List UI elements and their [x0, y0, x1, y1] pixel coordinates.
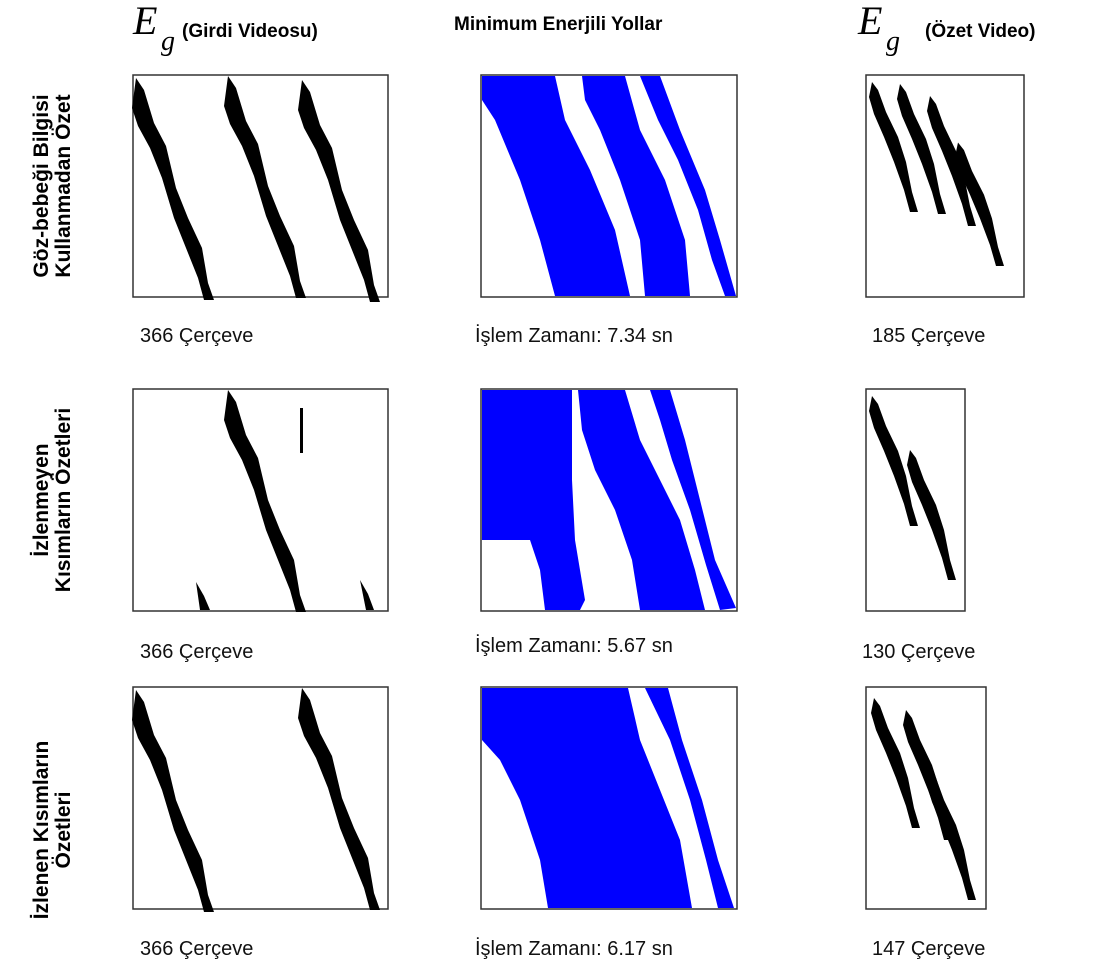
- row-label: İzlenen Kısımların Özetleri: [30, 741, 75, 920]
- streak: [300, 408, 303, 453]
- panel-row: 366 Çerçeve İşlem Zamanı: 5.67 sn 130 Çe…: [133, 389, 975, 663]
- caption: 147 Çerçeve: [872, 938, 985, 960]
- row-label-line: Özetleri: [52, 791, 75, 868]
- caption: 366 Çerçeve: [140, 641, 253, 663]
- caption: 130 Çerçeve: [862, 641, 975, 663]
- header-text: (Özet Video): [925, 21, 1036, 42]
- figure: E g (Girdi Videosu) Minimum Enerjili Yol…: [0, 0, 1096, 969]
- row-label-line: İzlenen Kısımların: [30, 741, 53, 920]
- math-subscript: g: [886, 26, 900, 57]
- math-symbol: E: [132, 0, 157, 43]
- caption: İşlem Zamanı: 6.17 sn: [475, 937, 673, 960]
- column-header: E g (Girdi Videosu): [132, 0, 318, 57]
- panel-row: 366 Çerçeve İşlem Zamanı: 6.17 sn 147 Çe…: [132, 687, 986, 960]
- row-label: Göz-bebeği Bilgisi Kullanmadan Özet: [30, 94, 75, 277]
- panel-row: 366 Çerçeve İşlem Zamanı: 7.34 sn 185 Çe…: [132, 75, 1024, 347]
- column-header: E g (Özet Video): [857, 0, 1036, 57]
- math-subscript: g: [161, 26, 175, 57]
- row-label: İzlenmeyen Kısımların Özetleri: [30, 408, 75, 592]
- caption: 366 Çerçeve: [140, 325, 253, 347]
- caption: İşlem Zamanı: 7.34 sn: [475, 324, 673, 347]
- caption: İşlem Zamanı: 5.67 sn: [475, 634, 673, 657]
- math-symbol: E: [857, 0, 882, 43]
- row-label-line: Kısımların Özetleri: [52, 408, 75, 592]
- header-text: (Girdi Videosu): [182, 21, 318, 42]
- row-label-line: İzlenmeyen: [30, 443, 53, 556]
- column-header: Minimum Enerjili Yollar: [454, 14, 663, 35]
- caption: 185 Çerçeve: [872, 325, 985, 347]
- row-label-line: Kullanmadan Özet: [52, 94, 75, 277]
- row-label-line: Göz-bebeği Bilgisi: [30, 94, 53, 277]
- caption: 366 Çerçeve: [140, 938, 253, 960]
